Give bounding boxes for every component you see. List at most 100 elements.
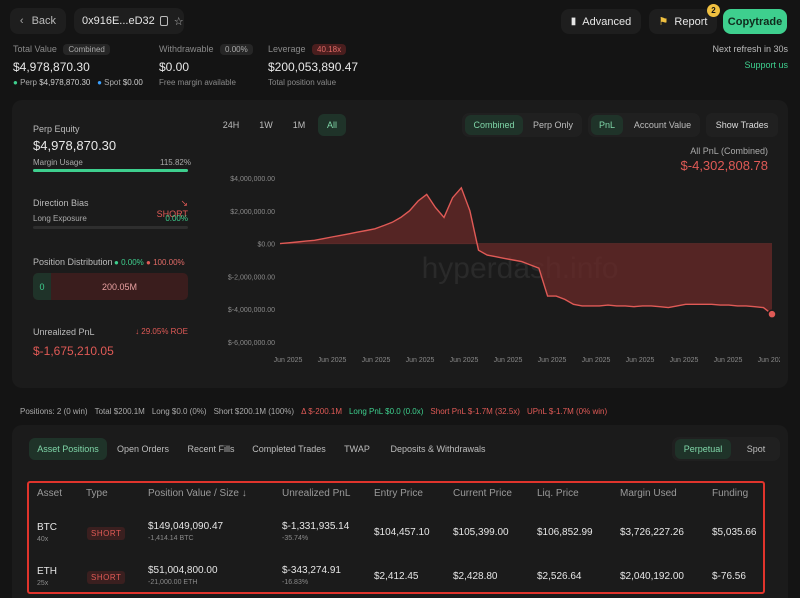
y-tick-label: $-4,000,000.00 xyxy=(228,307,275,314)
x-tick-label: Jun 2025 xyxy=(670,357,699,364)
position-type-badge: SHORT xyxy=(87,571,126,584)
position-distribution-label: Position Distribution xyxy=(33,257,113,267)
y-tick-label: $4,000,000.00 xyxy=(230,176,275,183)
pnl-chart[interactable]: hyperdash.info$4,000,000.00$2,000,000.00… xyxy=(220,170,780,370)
asset-name[interactable]: BTC xyxy=(37,522,57,533)
unrealized-pnl: $-343,274.91 xyxy=(282,565,341,576)
direction-bias-label: Direction Bias xyxy=(33,198,89,208)
bar-chart-icon: ▮ xyxy=(570,16,577,27)
x-tick-label: Jun 2025 xyxy=(494,357,523,364)
show-trades-button[interactable]: Show Trades xyxy=(706,113,778,137)
y-tick-label: $2,000,000.00 xyxy=(230,209,275,216)
all-pnl-label: All PnL (Combined) xyxy=(690,146,768,156)
long-exposure-bar xyxy=(33,226,188,229)
copy-icon[interactable] xyxy=(159,16,168,26)
tab-deposits-withdrawals[interactable]: Deposits & Withdrawals xyxy=(390,444,486,454)
col-current-price[interactable]: Current Price xyxy=(453,488,512,499)
metric-account-value[interactable]: Account Value xyxy=(633,120,692,130)
position-value: $51,004,800.00 xyxy=(148,565,218,576)
mode-perp-only[interactable]: Perp Only xyxy=(532,120,574,130)
stat-item: UPnL $-1.7M (0% win) xyxy=(526,407,608,416)
unrealized-pnl-pct: -35.74% xyxy=(282,535,309,542)
x-tick-label: Jun 2025 xyxy=(362,357,391,364)
asset-leverage: 25x xyxy=(37,580,49,587)
advanced-button[interactable]: ▮ Advanced xyxy=(561,9,641,34)
combined-pill: Combined xyxy=(63,44,110,55)
withdrawable-label: Withdrawable 0.00% xyxy=(159,44,253,55)
col-liq-price[interactable]: Liq. Price xyxy=(537,488,579,499)
stat-item: Short $200.1M (100%) xyxy=(213,407,295,416)
metric-pnl[interactable]: PnL xyxy=(591,115,623,135)
tab-perpetual[interactable]: Perpetual xyxy=(675,439,731,459)
stat-item: Positions: 2 (0 win) xyxy=(20,407,88,416)
range-1m[interactable]: 1M xyxy=(292,120,306,130)
asset-name[interactable]: ETH xyxy=(37,566,57,577)
copytrade-button[interactable]: Copytrade xyxy=(723,9,787,34)
tab-open-orders[interactable]: Open Orders xyxy=(116,444,170,454)
short-segment: 200.05M xyxy=(101,281,138,292)
support-link[interactable]: Support us xyxy=(744,60,788,70)
range-1w[interactable]: 1W xyxy=(259,120,273,130)
long-segment: 0 xyxy=(33,273,51,300)
tab-completed-trades[interactable]: Completed Trades xyxy=(252,444,326,454)
stats-bar: Positions: 2 (0 win) Total $200.1M Long $0… xyxy=(20,407,780,416)
tab-asset-positions[interactable]: Asset Positions xyxy=(29,438,107,460)
star-icon[interactable]: ☆ xyxy=(173,15,184,28)
range-24h[interactable]: 24H xyxy=(222,120,240,130)
liq-price: $106,852.99 xyxy=(537,527,593,538)
col-position-value[interactable]: Position Value / Size ↓ xyxy=(148,488,247,499)
tab-recent-fills[interactable]: Recent Fills xyxy=(187,444,235,454)
advanced-label: Advanced xyxy=(582,15,632,28)
col-type[interactable]: Type xyxy=(86,488,108,499)
col-entry-price[interactable]: Entry Price xyxy=(374,488,423,499)
current-price: $2,428.80 xyxy=(453,571,498,582)
col-funding[interactable]: Funding xyxy=(712,488,749,499)
wallet-address: 0x916E...eD32 xyxy=(82,15,155,27)
unrealized-pnl-label: Unrealized PnL xyxy=(33,327,95,337)
leverage-label: Leverage 40.18x xyxy=(268,44,347,55)
positions-table-highlight xyxy=(27,481,765,594)
report-button[interactable]: ⚑ Report xyxy=(649,9,717,34)
mode-combined[interactable]: Combined xyxy=(465,115,523,135)
entry-price: $2,412.45 xyxy=(374,571,419,582)
leverage-sub: Total position value xyxy=(268,78,337,87)
position-size: -1,414.14 BTC xyxy=(148,535,194,542)
x-tick-label: Jun 2025 xyxy=(626,357,655,364)
margin-used: $3,726,227.26 xyxy=(620,527,684,538)
x-tick-label: Jun 2025 xyxy=(582,357,611,364)
unrealized-pnl: $-1,331,935.14 xyxy=(282,521,350,532)
chevron-left-icon: ‹ xyxy=(19,15,24,27)
direction-bias-value: ↘ SHORT xyxy=(156,198,188,219)
x-tick-label: Jun 2025 xyxy=(406,357,435,364)
x-tick-label: Jun 2025 xyxy=(758,357,780,364)
sort-down-icon: ↓ xyxy=(241,488,247,499)
x-tick-label: Jun 2025 xyxy=(450,357,479,364)
position-value: $149,049,090.47 xyxy=(148,521,224,532)
stat-item: Total $200.1M xyxy=(94,407,145,416)
stat-item: Long $0.0 (0%) xyxy=(151,407,207,416)
stat-item: Δ $-200.1M xyxy=(301,407,342,416)
distribution-bar: 0 200.05M xyxy=(33,273,188,300)
pnl-line xyxy=(279,186,773,315)
position-size: -21,000.00 ETH xyxy=(148,579,198,586)
unrealized-pnl-value: $-1,675,210.05 xyxy=(33,344,114,358)
x-tick-label: Jun 2025 xyxy=(274,357,303,364)
arrow-down-icon: ↓ xyxy=(135,327,140,336)
col-unrealized-pnl[interactable]: Unrealized PnL xyxy=(282,488,351,499)
tab-spot[interactable]: Spot xyxy=(746,444,766,454)
withdrawable-value: $0.00 xyxy=(159,60,190,74)
range-all[interactable]: All xyxy=(318,114,346,136)
col-margin-used[interactable]: Margin Used xyxy=(620,488,677,499)
positions-panel xyxy=(12,425,788,598)
address-pill[interactable]: 0x916E...eD32 ☆ xyxy=(74,8,184,34)
funding: $-76.56 xyxy=(712,571,746,582)
margin-usage-bar xyxy=(33,169,188,172)
col-asset[interactable]: Asset xyxy=(37,488,63,499)
tab-twap[interactable]: TWAP xyxy=(344,444,370,454)
x-tick-label: Jun 2025 xyxy=(318,357,347,364)
funding: $5,035.66 xyxy=(712,527,757,538)
withdrawable-sub: Free margin available xyxy=(159,78,236,87)
margin-used: $2,040,192.00 xyxy=(620,571,684,582)
back-button[interactable]: ‹ Back xyxy=(10,8,66,34)
asset-leverage: 40x xyxy=(37,536,49,543)
